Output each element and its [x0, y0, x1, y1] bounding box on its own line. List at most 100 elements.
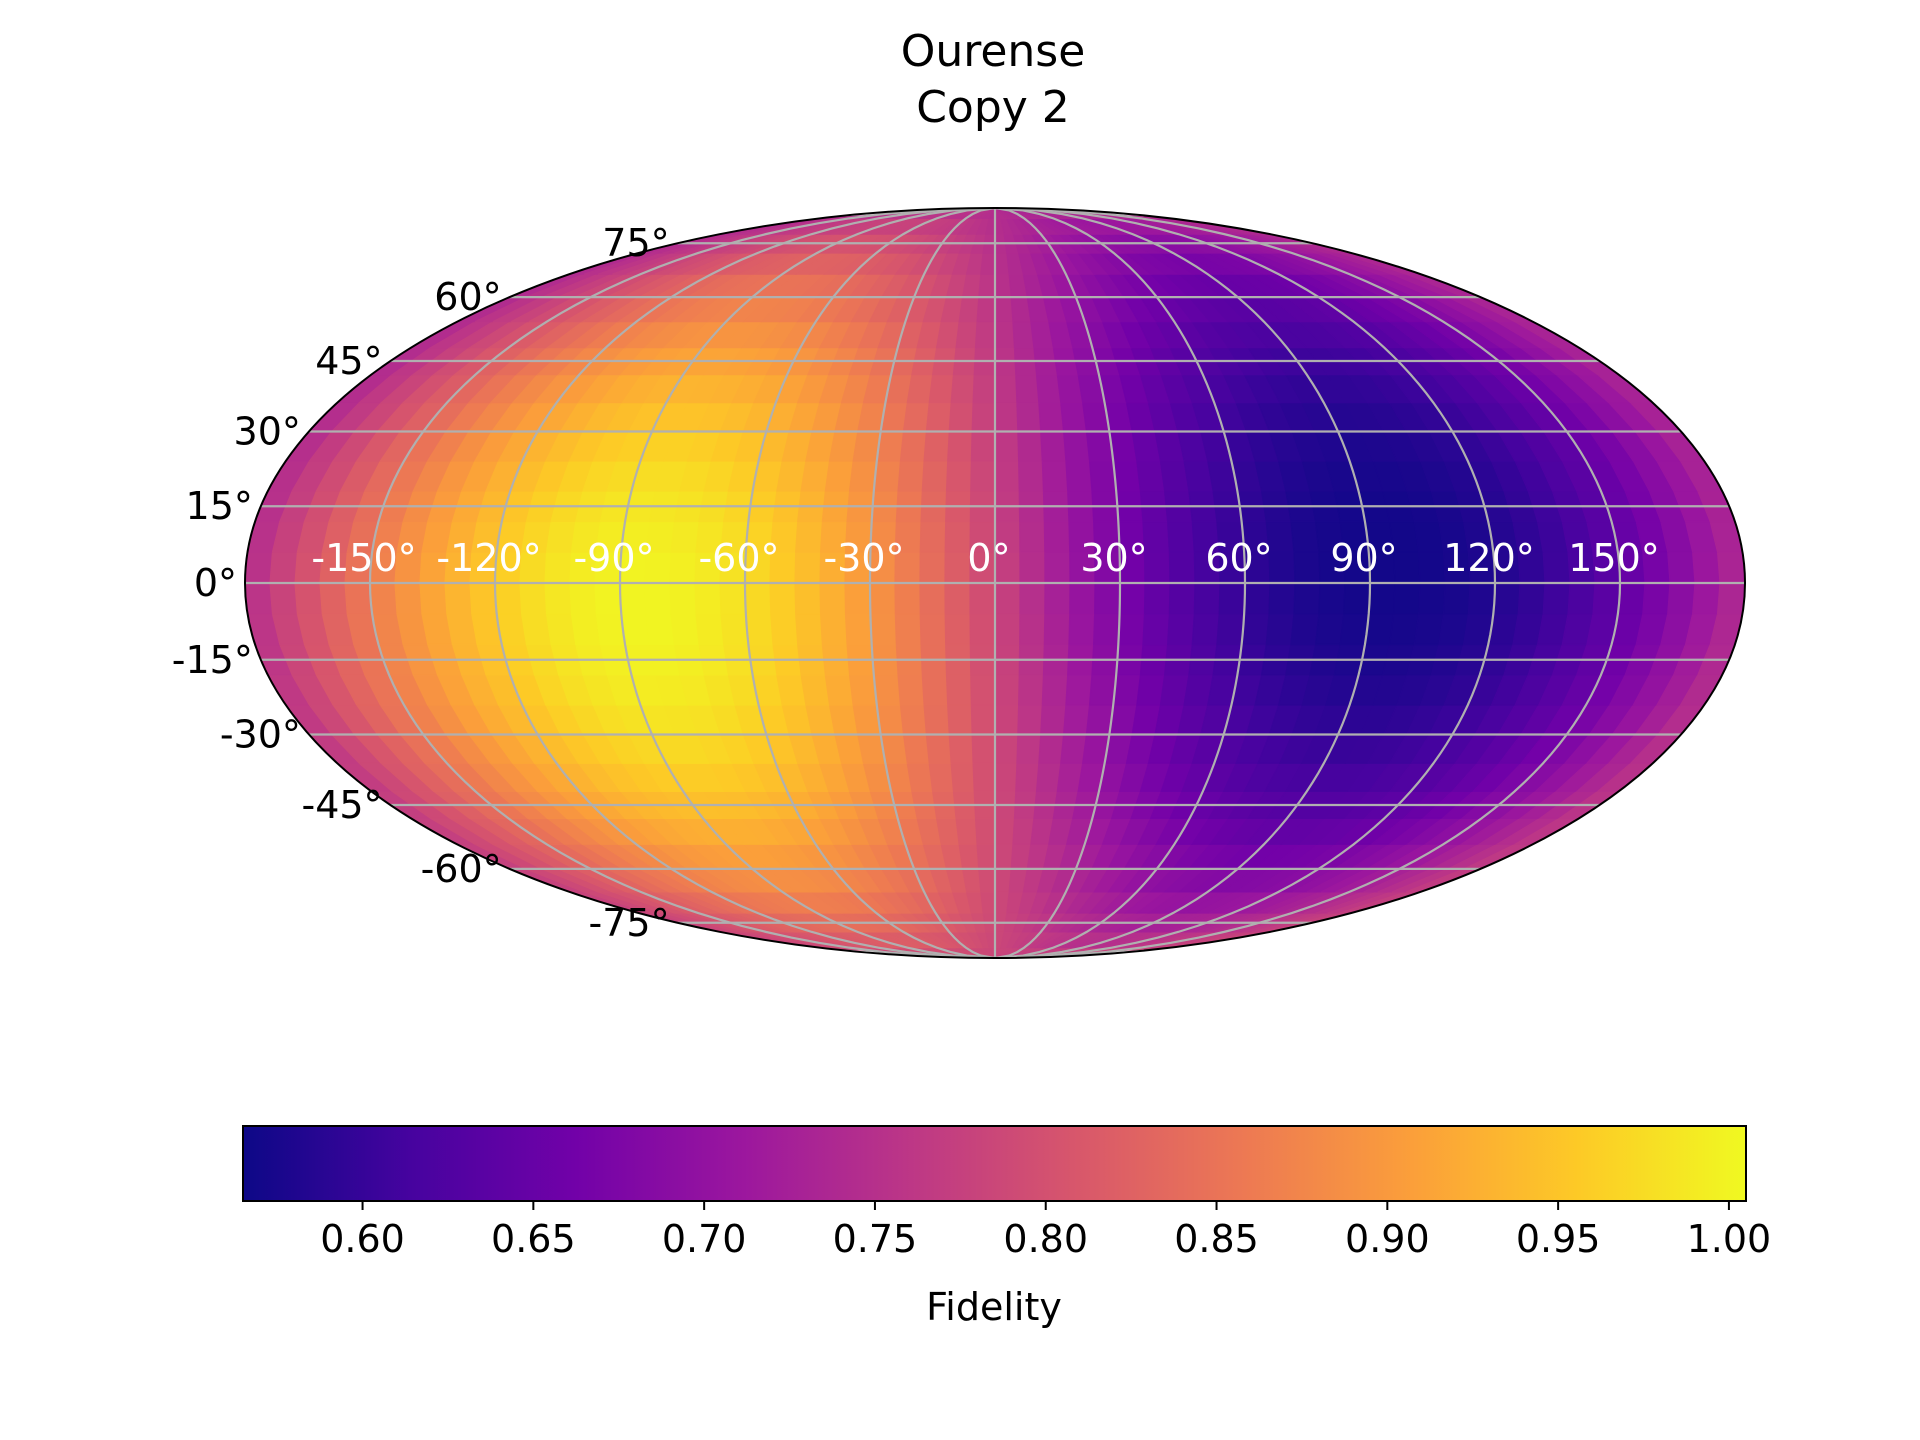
heatmap-cell [1043, 520, 1071, 553]
heatmap-cell [955, 321, 978, 349]
longitude-tick-label: -120° [436, 536, 541, 580]
colorbar-tick-label: 0.60 [320, 1217, 405, 1261]
heatmap-cell [923, 704, 950, 736]
heatmap-cell [1088, 674, 1117, 706]
longitude-tick-label: -30° [823, 536, 904, 580]
heatmap-cell [1216, 613, 1245, 646]
heatmap-cell [894, 582, 921, 615]
chart-title-line-1: Ourense [901, 26, 1086, 77]
heatmap-cell [1368, 582, 1396, 615]
heatmap-cell [444, 582, 473, 615]
heatmap-cell [1166, 613, 1195, 646]
heatmap-cell [844, 613, 873, 646]
heatmap-cell [1142, 613, 1171, 646]
latitude-tick-label: -45° [301, 783, 382, 827]
heatmap-cell [1143, 582, 1171, 615]
colorbar-tick-label: 0.85 [1174, 1217, 1259, 1261]
heatmap-cell [544, 551, 573, 584]
heatmap-cell [1068, 613, 1096, 646]
heatmap-cell [976, 843, 996, 870]
heatmap-cell [1667, 582, 1696, 615]
heatmap-cell [245, 551, 274, 584]
heatmap-cell [944, 582, 971, 615]
colorbar-tick-label: 0.65 [491, 1217, 576, 1261]
colorbar-tick-label: 0.80 [1003, 1217, 1088, 1261]
heatmap-cell [972, 762, 996, 792]
heatmap-cell [950, 374, 975, 404]
heatmap-cell [1691, 582, 1721, 615]
heatmap-cell [1191, 613, 1220, 646]
heatmap-cell [1293, 551, 1321, 584]
latitude-tick-label: 75° [602, 221, 669, 265]
heatmap-cell [1094, 582, 1121, 615]
heatmap-cell [1339, 613, 1370, 646]
heatmap-cell [1136, 460, 1166, 492]
heatmap-cell [958, 843, 980, 870]
heatmap-cell [1417, 551, 1446, 584]
map-plot: -150° -120° -90° -60° -30° 0° 30° 60° 90° 120° 150… [172, 207, 1746, 959]
heatmap-cell [1015, 374, 1040, 404]
chart-title-line-2: Copy 2 [916, 82, 1070, 133]
heatmap-cell [544, 582, 573, 615]
heatmap-cell [994, 582, 1021, 615]
heatmap-cell [1166, 520, 1195, 553]
heatmap-cell [694, 582, 722, 615]
heatmap-cell [824, 460, 854, 492]
heatmap-cell [1268, 582, 1296, 615]
heatmap-cell [719, 582, 747, 615]
heatmap-cell [1088, 460, 1117, 492]
heatmap-cell [1393, 582, 1421, 615]
heatmap-cell [1314, 613, 1345, 646]
colorbar-ticks: 0.60 0.65 0.70 0.75 0.80 0.85 0.90 0.95 1.00 [320, 1201, 1771, 1261]
heatmap-cell [1017, 430, 1043, 462]
latitude-tick-label: 30° [234, 410, 301, 454]
heatmap-cell [994, 402, 1019, 433]
heatmap-cell [269, 582, 299, 615]
heatmap-cell [1019, 520, 1046, 553]
heatmap-cell [1112, 460, 1142, 492]
heatmap-cell [944, 551, 971, 584]
heatmap-cell [720, 613, 750, 646]
heatmap-cell [245, 582, 274, 615]
heatmap-cell [570, 613, 602, 646]
heatmap-cell [344, 582, 373, 615]
heatmap-cell [944, 613, 971, 646]
heatmap-cell [945, 460, 972, 492]
heatmap-cell [873, 674, 902, 706]
heatmap-cell [994, 374, 1018, 404]
heatmap-cell [1136, 674, 1166, 706]
heatmap-cell [619, 582, 647, 615]
heatmap-cell [670, 520, 700, 553]
heatmap-cell [925, 733, 952, 764]
heatmap-cell [947, 430, 973, 462]
heatmap-cell [545, 520, 577, 553]
heatmap-cell [745, 613, 774, 646]
heatmap-cell [1041, 674, 1069, 706]
heatmap-cell [669, 582, 697, 615]
heatmap-cell [899, 430, 928, 462]
heatmap-cell [844, 582, 872, 615]
heatmap-cell [1318, 582, 1346, 615]
heatmap-cell [873, 460, 902, 492]
heatmap-cell [978, 868, 996, 893]
heatmap-cell [919, 551, 946, 584]
heatmap-cell [269, 551, 299, 584]
heatmap-cell [1118, 582, 1146, 615]
heatmap-cell [1019, 613, 1046, 646]
heatmap-cell [644, 582, 672, 615]
heatmap-cell [978, 273, 996, 298]
longitude-tick-label: 30° [1080, 536, 1147, 580]
heatmap-cell [1243, 582, 1271, 615]
colorbar-tick-label: 1.00 [1687, 1217, 1772, 1261]
colorbar-tick-label: 0.70 [662, 1217, 747, 1261]
heatmap-cell [972, 374, 996, 404]
colorbar: 0.60 0.65 0.70 0.75 0.80 0.85 0.90 0.95 1.00 Fid… [242, 1125, 1771, 1329]
heatmap-cell [770, 613, 799, 646]
heatmap-cell [947, 704, 973, 736]
heatmap-cell [794, 551, 822, 584]
heatmap-cell [976, 296, 996, 323]
heatmap-cell [1716, 551, 1745, 584]
heatmap-cell [919, 582, 946, 615]
heatmap-cell [419, 582, 448, 615]
heatmap-cell [1060, 402, 1088, 433]
